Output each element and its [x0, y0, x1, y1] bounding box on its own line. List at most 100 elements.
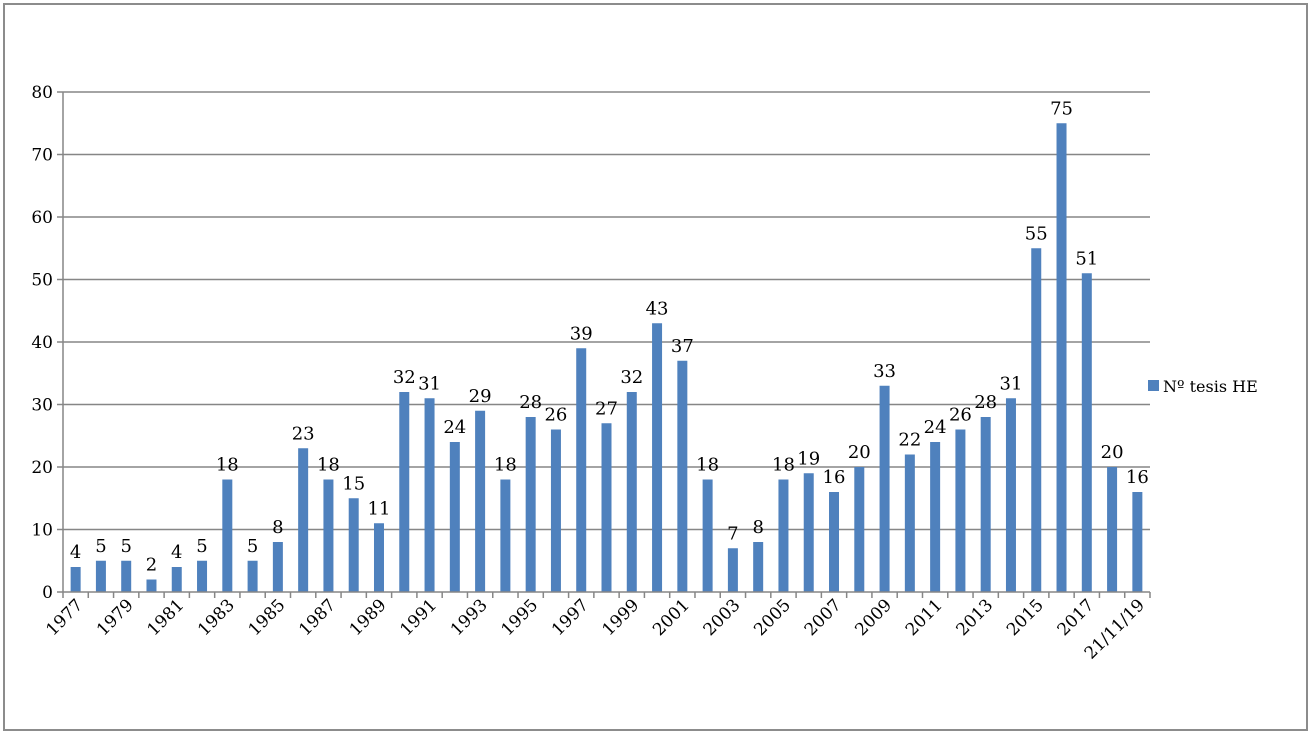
x-tick-label: 2007	[801, 595, 846, 640]
x-tick-label: 1999	[599, 595, 644, 640]
x-tick-label: 1995	[497, 595, 542, 640]
y-tick-label: 30	[31, 396, 53, 416]
bar	[576, 348, 587, 592]
bar	[702, 479, 713, 592]
data-label: 23	[292, 423, 315, 444]
data-label: 4	[171, 542, 182, 563]
x-tick-label: 2015	[1003, 595, 1048, 640]
data-label: 43	[646, 298, 669, 319]
bar	[879, 385, 890, 592]
y-tick-label: 50	[31, 271, 53, 291]
gridlines	[63, 91, 1150, 531]
x-tick-label: 2009	[851, 595, 896, 640]
y-axis: 0 10 20 30 40 50 60 70 80	[31, 83, 64, 603]
x-tick-label: 2011	[902, 595, 947, 640]
bar	[955, 429, 966, 592]
x-tick-label: 1989	[346, 595, 391, 640]
bar	[272, 542, 283, 592]
bar	[727, 548, 738, 592]
data-label: 27	[595, 398, 618, 419]
bar	[829, 492, 840, 592]
x-tick-label: 2003	[700, 595, 745, 640]
data-label: 33	[873, 361, 896, 382]
data-label: 32	[393, 367, 416, 388]
bar	[677, 360, 688, 592]
data-label: 18	[216, 455, 239, 476]
x-tick-label: 1997	[548, 595, 593, 640]
data-label: 7	[727, 523, 738, 544]
bar	[601, 423, 612, 592]
data-label: 18	[317, 455, 340, 476]
data-label: 20	[1101, 442, 1124, 463]
data-label: 32	[620, 367, 643, 388]
bar	[197, 560, 208, 592]
bar	[121, 560, 132, 592]
legend: Nº tesis HE	[1148, 377, 1258, 396]
y-tick-label: 60	[31, 208, 53, 228]
bar	[753, 542, 764, 592]
bar	[1132, 492, 1143, 592]
bar	[146, 579, 157, 592]
chart-frame: 0 10 20 30 40 50 60 70 80 4 5 5 2 4 5 18 5 8 23 18 15 11 32 31…	[3, 3, 1308, 731]
bar	[222, 479, 233, 592]
x-axis: 1977 1979 1981 1983 1985 1987 1989 1991 1993 1995…	[42, 591, 1151, 664]
x-tick-label: 1981	[144, 595, 189, 640]
y-tick-label: 10	[31, 521, 53, 541]
legend-label: Nº tesis HE	[1163, 377, 1258, 396]
data-label: 11	[368, 498, 391, 519]
data-label: 19	[797, 448, 820, 469]
data-label: 55	[1025, 223, 1048, 244]
data-label: 18	[696, 455, 719, 476]
bar	[323, 479, 334, 592]
data-label: 18	[772, 455, 795, 476]
bar	[298, 448, 309, 592]
bar	[424, 398, 435, 592]
bar	[1005, 398, 1016, 592]
data-label: 8	[272, 517, 283, 538]
x-tick-label: 1991	[396, 595, 441, 640]
bar	[1107, 467, 1118, 592]
data-label: 26	[544, 405, 567, 426]
bar	[550, 429, 561, 592]
bar	[980, 417, 991, 592]
x-tick-label: 1985	[245, 595, 290, 640]
data-label: 75	[1050, 98, 1073, 119]
data-label: 24	[924, 417, 947, 438]
bar	[475, 410, 486, 592]
bar	[373, 523, 384, 592]
data-label: 51	[1075, 248, 1098, 269]
x-tick-label: 2017	[1054, 595, 1099, 640]
bar	[70, 567, 81, 592]
bars	[70, 123, 1143, 592]
bar	[652, 323, 663, 592]
data-label: 18	[494, 455, 517, 476]
data-label: 22	[898, 430, 921, 451]
legend-swatch	[1148, 380, 1159, 391]
data-label: 16	[1126, 467, 1149, 488]
data-label: 2	[146, 555, 157, 576]
bar	[778, 479, 789, 592]
data-label: 8	[752, 517, 763, 538]
x-tick-label: 2013	[952, 595, 997, 640]
bar	[904, 454, 915, 592]
data-label: 5	[247, 536, 258, 557]
bar	[930, 442, 941, 592]
y-tick-label: 20	[31, 458, 53, 478]
bar	[500, 479, 511, 592]
bar	[95, 560, 106, 592]
data-label: 20	[848, 442, 871, 463]
bar	[247, 560, 258, 592]
y-tick-label: 0	[42, 583, 53, 603]
bar	[803, 473, 814, 592]
data-label: 4	[70, 542, 81, 563]
data-label: 5	[120, 536, 131, 557]
bar	[1056, 123, 1067, 592]
data-label: 28	[974, 392, 997, 413]
data-label: 5	[196, 536, 207, 557]
data-label: 31	[418, 373, 441, 394]
bar	[449, 442, 460, 592]
bar	[626, 392, 637, 592]
x-tick-label: 1993	[447, 595, 492, 640]
